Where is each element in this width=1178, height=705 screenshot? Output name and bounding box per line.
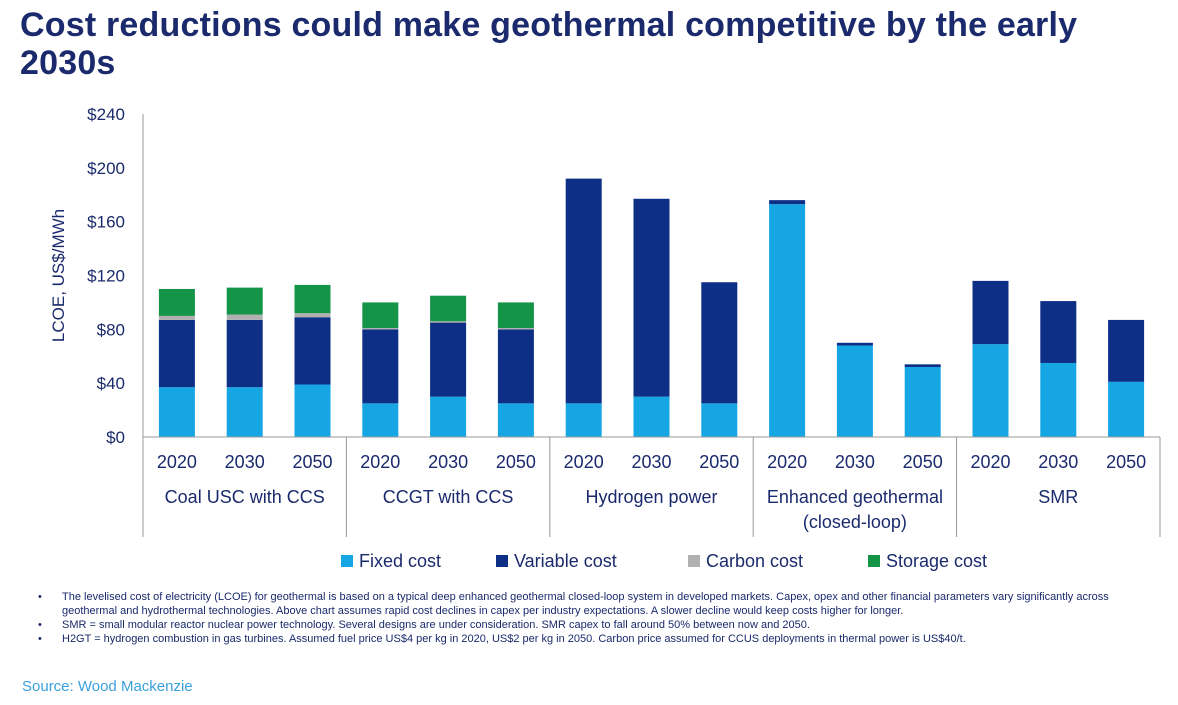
stacked-bar-chart: $0 $40 $80 $120 $160 $200 $240 LCOE, US$/MWh 202… [49, 105, 1161, 571]
bar-segment-fixed-cost [565, 403, 602, 437]
y-tick-label: $200 [87, 159, 125, 178]
y-tick-label: $40 [97, 374, 125, 393]
bar-segment-fixed-cost [904, 367, 941, 437]
legend-label: Storage cost [886, 551, 987, 571]
bar-segment-fixed-cost [430, 396, 467, 437]
group-label: Enhanced geothermal [767, 487, 943, 507]
bar-segment-carbon-cost [430, 321, 467, 323]
bar-segment-variable-cost [972, 280, 1009, 345]
bar-segment-variable-cost [1108, 319, 1145, 382]
y-axis-title: LCOE, US$/MWh [49, 209, 68, 342]
bar-segment-fixed-cost [1040, 362, 1077, 437]
bar-segment-storage-cost [497, 302, 534, 328]
group-label: Hydrogen power [585, 487, 717, 507]
y-tick-label: $120 [87, 267, 125, 286]
bar-segment-variable-cost [565, 178, 602, 404]
bar-segment-fixed-cost [362, 403, 399, 437]
legend-swatch [496, 555, 508, 567]
bar-segment-variable-cost [769, 200, 806, 205]
x-tick-label: 2050 [496, 452, 536, 472]
bar-segment-carbon-cost [362, 327, 399, 330]
bar-segment-variable-cost [836, 342, 873, 346]
x-tick-label: 2050 [1106, 452, 1146, 472]
y-tick-label: $0 [106, 428, 125, 447]
legend-swatch [868, 555, 880, 567]
bar-segment-variable-cost [430, 322, 467, 397]
bar-segment-variable-cost [158, 319, 195, 388]
x-tick-label: 2030 [1038, 452, 1078, 472]
bar-segment-variable-cost [226, 319, 263, 388]
legend-swatch [688, 555, 700, 567]
bar-segment-variable-cost [497, 329, 534, 404]
bar-segment-fixed-cost [701, 403, 738, 437]
bar-segment-variable-cost [633, 198, 670, 397]
bar-segment-fixed-cost [836, 345, 873, 437]
x-tick-label: 2030 [835, 452, 875, 472]
x-tick-label: 2020 [360, 452, 400, 472]
bar-segment-storage-cost [294, 284, 331, 314]
bar-segment-carbon-cost [226, 314, 263, 320]
bar-segment-carbon-cost [294, 313, 331, 318]
bar-segment-fixed-cost [1108, 381, 1145, 437]
footnote-smr: SMR = small modular reactor nuclear powe… [38, 618, 1158, 632]
bar-segment-fixed-cost [294, 384, 331, 437]
x-tick-label: 2050 [903, 452, 943, 472]
bar-segment-variable-cost [701, 282, 738, 404]
y-tick-label: $160 [87, 213, 125, 232]
bar-segment-variable-cost [1040, 301, 1077, 363]
x-tick-label: 2020 [970, 452, 1010, 472]
footnote-h2gt: H2GT = hydrogen combustion in gas turbin… [38, 632, 1158, 646]
bar-segment-variable-cost [362, 329, 399, 404]
x-tick-label: 2020 [157, 452, 197, 472]
source-note: Source: Wood Mackenzie [22, 678, 193, 695]
bar-segment-fixed-cost [769, 204, 806, 437]
bar-segment-fixed-cost [497, 403, 534, 437]
legend-swatch [341, 555, 353, 567]
bar-segment-fixed-cost [158, 387, 195, 437]
bar-segment-carbon-cost [497, 327, 534, 330]
bar-segment-storage-cost [430, 295, 467, 322]
legend-label: Fixed cost [359, 551, 441, 571]
legend-label: Carbon cost [706, 551, 803, 571]
x-tick-label: 2050 [292, 452, 332, 472]
x-tick-label: 2050 [699, 452, 739, 472]
group-label: CCGT with CCS [383, 487, 514, 507]
x-tick-label: 2020 [564, 452, 604, 472]
x-tick-label: 2030 [631, 452, 671, 472]
chart-title: Cost reductions could make geothermal co… [20, 6, 1078, 82]
bar-segment-carbon-cost [158, 315, 195, 320]
bar-segment-variable-cost [904, 364, 941, 368]
legend-label: Variable cost [514, 551, 617, 571]
bar-segment-storage-cost [362, 302, 399, 328]
x-tick-label: 2020 [767, 452, 807, 472]
bar-segment-fixed-cost [972, 344, 1009, 437]
group-label: Coal USC with CCS [165, 487, 325, 507]
group-label: (closed-loop) [803, 512, 907, 532]
y-tick-label: $80 [97, 320, 125, 339]
bar-segment-fixed-cost [633, 396, 670, 437]
y-tick-label: $240 [87, 105, 125, 124]
bar-segment-variable-cost [294, 317, 331, 385]
footnotes: The levelised cost of electricity (LCOE)… [38, 590, 1158, 646]
x-tick-label: 2030 [428, 452, 468, 472]
footnote-lcoe: The levelised cost of electricity (LCOE)… [38, 590, 1158, 618]
x-tick-label: 2030 [225, 452, 265, 472]
bar-segment-fixed-cost [226, 387, 263, 437]
bar-segment-storage-cost [226, 287, 263, 315]
group-label: SMR [1038, 487, 1078, 507]
bar-segment-storage-cost [158, 288, 195, 316]
